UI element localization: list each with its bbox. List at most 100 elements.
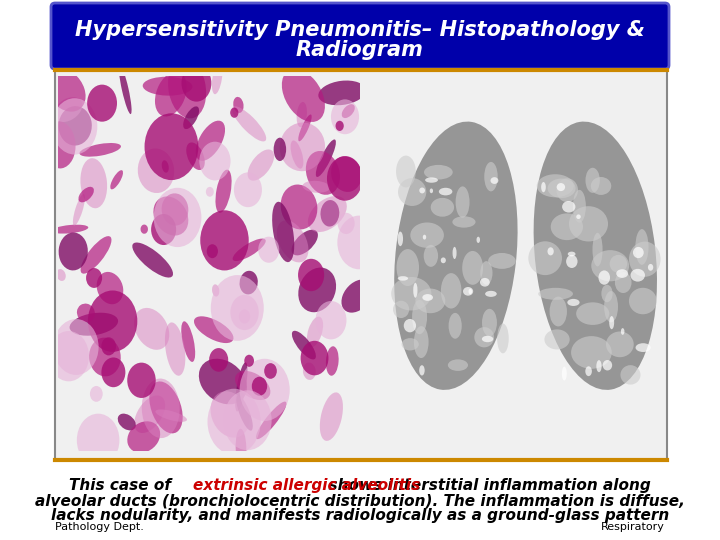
- Circle shape: [153, 188, 202, 247]
- Ellipse shape: [183, 106, 199, 129]
- Circle shape: [181, 65, 212, 102]
- Circle shape: [53, 319, 99, 375]
- Ellipse shape: [140, 225, 148, 234]
- Ellipse shape: [391, 277, 431, 310]
- Ellipse shape: [256, 402, 287, 439]
- Ellipse shape: [633, 247, 644, 258]
- Ellipse shape: [320, 393, 343, 441]
- Ellipse shape: [441, 273, 462, 308]
- Circle shape: [88, 291, 138, 352]
- Ellipse shape: [331, 156, 361, 192]
- Ellipse shape: [596, 360, 602, 372]
- Ellipse shape: [161, 193, 189, 226]
- Ellipse shape: [410, 222, 444, 248]
- Ellipse shape: [449, 313, 462, 339]
- Circle shape: [252, 377, 267, 396]
- Circle shape: [301, 341, 328, 375]
- Ellipse shape: [567, 299, 580, 306]
- Ellipse shape: [73, 194, 85, 226]
- Ellipse shape: [397, 232, 403, 246]
- Ellipse shape: [89, 338, 121, 376]
- Ellipse shape: [212, 62, 222, 94]
- Ellipse shape: [593, 233, 603, 266]
- Ellipse shape: [168, 58, 206, 118]
- Ellipse shape: [233, 239, 266, 261]
- Circle shape: [207, 389, 261, 455]
- Ellipse shape: [635, 229, 649, 265]
- Ellipse shape: [306, 151, 340, 195]
- Ellipse shape: [398, 178, 426, 206]
- Ellipse shape: [119, 65, 132, 114]
- Text: This case of                              shows interstitial inflammation along: This case of shows interstitial inflamma…: [69, 478, 651, 493]
- Ellipse shape: [316, 139, 336, 177]
- Ellipse shape: [606, 332, 634, 357]
- Ellipse shape: [452, 217, 475, 228]
- Ellipse shape: [469, 289, 472, 294]
- Circle shape: [264, 363, 276, 379]
- Ellipse shape: [155, 72, 186, 117]
- Ellipse shape: [585, 168, 600, 193]
- Ellipse shape: [497, 323, 509, 353]
- Ellipse shape: [233, 97, 243, 113]
- Ellipse shape: [414, 326, 428, 358]
- Circle shape: [145, 113, 198, 180]
- Circle shape: [230, 107, 238, 118]
- Ellipse shape: [308, 196, 347, 232]
- Ellipse shape: [342, 104, 355, 118]
- Ellipse shape: [557, 183, 565, 191]
- Circle shape: [234, 172, 262, 207]
- Ellipse shape: [341, 280, 373, 313]
- Ellipse shape: [56, 269, 66, 281]
- Ellipse shape: [235, 429, 246, 466]
- Ellipse shape: [396, 156, 415, 187]
- Ellipse shape: [415, 288, 446, 313]
- Ellipse shape: [132, 242, 173, 278]
- Ellipse shape: [425, 178, 438, 183]
- Ellipse shape: [110, 170, 123, 190]
- Ellipse shape: [281, 185, 318, 230]
- Ellipse shape: [235, 371, 271, 400]
- Ellipse shape: [279, 123, 325, 171]
- Ellipse shape: [232, 106, 266, 141]
- Circle shape: [87, 85, 117, 122]
- Ellipse shape: [412, 300, 427, 334]
- Ellipse shape: [54, 97, 82, 122]
- Ellipse shape: [153, 197, 189, 235]
- Ellipse shape: [43, 122, 76, 168]
- Ellipse shape: [636, 343, 651, 352]
- Ellipse shape: [609, 316, 614, 329]
- Ellipse shape: [544, 329, 570, 349]
- Ellipse shape: [557, 178, 578, 202]
- Circle shape: [209, 348, 228, 372]
- Ellipse shape: [395, 122, 518, 390]
- Ellipse shape: [397, 249, 419, 286]
- Ellipse shape: [456, 186, 469, 218]
- Ellipse shape: [576, 214, 581, 219]
- Ellipse shape: [568, 252, 575, 256]
- Ellipse shape: [648, 264, 653, 271]
- Ellipse shape: [576, 302, 609, 325]
- Ellipse shape: [549, 296, 567, 326]
- Ellipse shape: [534, 122, 657, 390]
- Ellipse shape: [58, 106, 92, 146]
- Circle shape: [230, 295, 258, 330]
- Ellipse shape: [603, 360, 612, 370]
- Circle shape: [258, 237, 279, 263]
- Ellipse shape: [149, 381, 183, 434]
- Ellipse shape: [210, 391, 249, 437]
- Ellipse shape: [551, 213, 583, 240]
- Ellipse shape: [52, 225, 89, 234]
- Ellipse shape: [616, 269, 628, 278]
- FancyBboxPatch shape: [55, 70, 667, 460]
- Circle shape: [338, 215, 381, 269]
- Ellipse shape: [528, 241, 562, 275]
- Ellipse shape: [448, 360, 468, 371]
- Ellipse shape: [474, 327, 494, 347]
- Ellipse shape: [397, 276, 408, 281]
- Ellipse shape: [571, 336, 612, 369]
- Text: Pathology Dept.: Pathology Dept.: [55, 522, 144, 532]
- Ellipse shape: [591, 250, 629, 281]
- Ellipse shape: [413, 283, 418, 298]
- Ellipse shape: [423, 294, 433, 301]
- Circle shape: [239, 309, 251, 323]
